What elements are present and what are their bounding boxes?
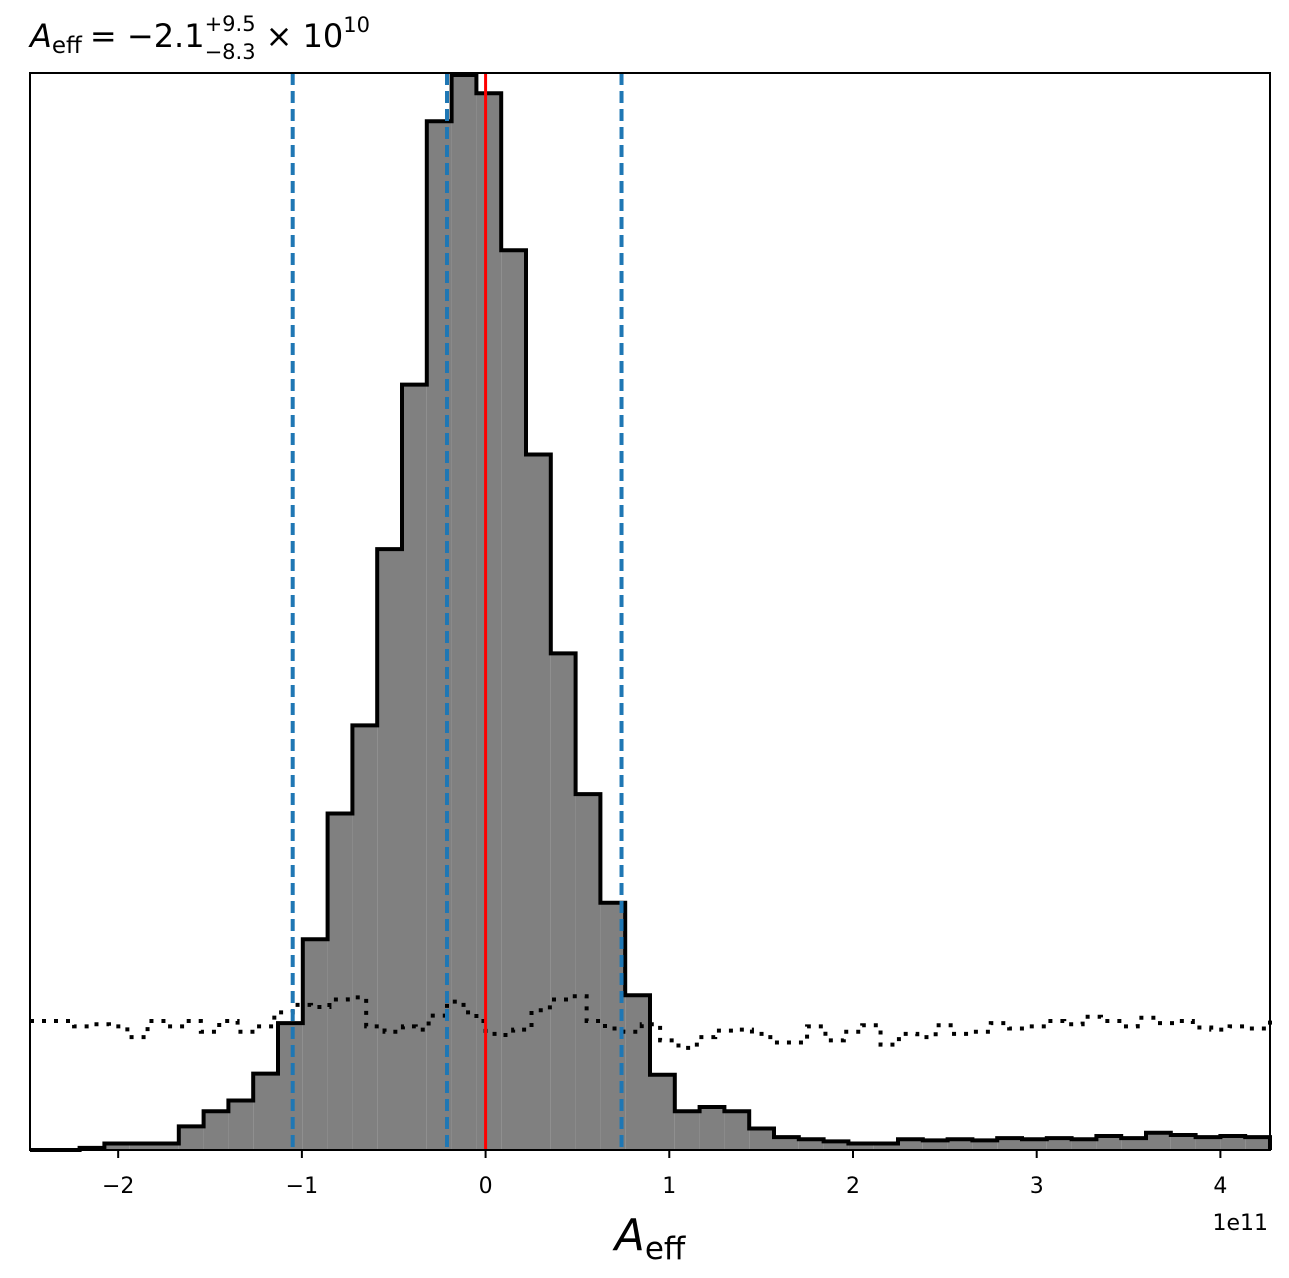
histogram-bar bbox=[1195, 1137, 1221, 1150]
histogram-bar bbox=[922, 1140, 948, 1150]
histogram-bar bbox=[1245, 1137, 1270, 1150]
histogram-bar bbox=[774, 1137, 799, 1150]
histogram-bar bbox=[1022, 1139, 1047, 1150]
histogram-bar bbox=[526, 454, 551, 1151]
histogram-bar bbox=[724, 1111, 750, 1150]
x-axis-label: Aeff bbox=[612, 1210, 686, 1267]
histogram-bar bbox=[575, 794, 601, 1150]
x-tick-label: 2 bbox=[846, 1174, 860, 1199]
histogram-bar bbox=[823, 1141, 849, 1150]
histogram-bars bbox=[79, 75, 1270, 1151]
prior-dotted-line bbox=[30, 994, 1272, 1050]
axes-frame bbox=[29, 72, 1271, 1151]
histogram-bar bbox=[178, 1126, 204, 1150]
histogram-bar bbox=[1220, 1136, 1246, 1150]
histogram-bar bbox=[228, 1100, 254, 1150]
plot-area bbox=[30, 73, 1272, 1152]
histogram-bar bbox=[997, 1138, 1022, 1150]
histogram-outline bbox=[30, 73, 1272, 1152]
histogram-bar bbox=[873, 1143, 898, 1150]
histogram-bar bbox=[798, 1139, 824, 1150]
x-axis-ticks: −2 −1 0 1 2 3 4 bbox=[102, 1150, 1227, 1199]
histogram-bar bbox=[203, 1111, 229, 1150]
histogram-bar bbox=[1046, 1138, 1072, 1150]
title-value: = −2.1 bbox=[90, 17, 205, 55]
histogram-bar bbox=[451, 75, 477, 1150]
x-tick-label: 0 bbox=[479, 1174, 493, 1199]
x-offset-text: 1e11 bbox=[1212, 1211, 1268, 1236]
histogram-bar bbox=[1121, 1138, 1146, 1150]
x-tick-label: 1 bbox=[662, 1174, 676, 1199]
histogram-bar bbox=[699, 1107, 725, 1150]
histogram-bar bbox=[674, 1111, 700, 1150]
xlabel-symbol: A bbox=[612, 1210, 645, 1261]
title-subscript: eff bbox=[52, 33, 83, 59]
chart-title: Aeff = −2.1+9.5 −8.3 × 1010 bbox=[28, 12, 370, 64]
histogram-bar bbox=[327, 813, 353, 1150]
histogram-bar bbox=[302, 939, 328, 1150]
histogram-bar bbox=[1071, 1139, 1097, 1150]
histogram-bar bbox=[352, 725, 378, 1150]
histogram-bar bbox=[154, 1143, 179, 1150]
histogram-bar bbox=[972, 1140, 998, 1150]
histogram-bar bbox=[749, 1128, 774, 1150]
histogram-bar bbox=[129, 1143, 154, 1150]
histogram-bar bbox=[476, 93, 502, 1150]
histogram-bar bbox=[104, 1143, 130, 1150]
histogram-bar bbox=[650, 1074, 675, 1150]
title-exponent: 10 bbox=[343, 13, 370, 37]
title-symbol: A bbox=[28, 17, 52, 55]
xlabel-subscript: eff bbox=[645, 1231, 686, 1267]
x-tick-label: −1 bbox=[286, 1174, 318, 1199]
histogram-bar bbox=[848, 1143, 874, 1150]
x-tick-label: 3 bbox=[1030, 1174, 1044, 1199]
title-upper-error: +9.5 bbox=[205, 12, 256, 36]
histogram-bar bbox=[1170, 1134, 1196, 1150]
title-multiplier: × 10 bbox=[266, 17, 344, 55]
histogram-bar bbox=[377, 549, 402, 1150]
histogram-bar bbox=[278, 1023, 303, 1150]
x-tick-label: 4 bbox=[1213, 1174, 1227, 1199]
histogram-bar bbox=[402, 384, 427, 1151]
histogram-bar bbox=[947, 1139, 973, 1150]
histogram-bar bbox=[253, 1073, 278, 1150]
histogram-bar bbox=[550, 653, 576, 1150]
histogram-bar bbox=[1096, 1136, 1122, 1150]
histogram-bar bbox=[1146, 1132, 1171, 1150]
histogram-bar bbox=[501, 250, 526, 1151]
histogram-bar bbox=[898, 1139, 923, 1150]
x-tick-label: −2 bbox=[102, 1174, 134, 1199]
title-lower-error: −8.3 bbox=[205, 40, 256, 64]
histogram-bar bbox=[625, 995, 650, 1150]
